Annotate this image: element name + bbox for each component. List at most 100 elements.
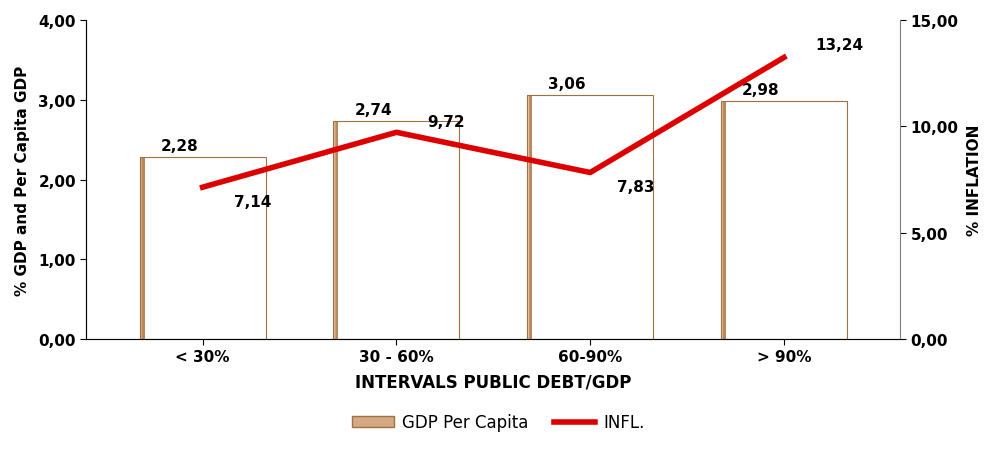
Bar: [722, 102, 724, 339]
Bar: [721, 102, 724, 339]
Y-axis label: % GDP and Per Capita GDP: % GDP and Per Capita GDP: [15, 65, 30, 295]
Bar: [334, 121, 337, 339]
Bar: [529, 96, 531, 339]
Bar: [721, 102, 724, 339]
Text: 7,14: 7,14: [233, 194, 271, 209]
Bar: [143, 158, 145, 339]
Bar: [334, 121, 336, 339]
Bar: [722, 102, 725, 339]
Bar: [334, 121, 337, 339]
Bar: [336, 121, 338, 339]
Bar: [140, 158, 143, 339]
Text: 2,74: 2,74: [354, 102, 392, 117]
Bar: [723, 102, 725, 339]
Bar: [723, 102, 726, 339]
Bar: [723, 102, 726, 339]
Bar: [721, 102, 724, 339]
Bar: [527, 96, 530, 339]
Bar: [334, 121, 337, 339]
Bar: [334, 121, 337, 339]
Bar: [336, 121, 338, 339]
Text: 9,72: 9,72: [428, 115, 465, 130]
Bar: [527, 96, 530, 339]
Bar: [142, 158, 144, 339]
Bar: [723, 102, 726, 339]
Bar: [336, 121, 338, 339]
Bar: [143, 158, 145, 339]
Bar: [140, 158, 143, 339]
Bar: [528, 96, 531, 339]
Bar: [140, 158, 265, 339]
Bar: [722, 102, 724, 339]
Bar: [333, 121, 336, 339]
Bar: [335, 121, 338, 339]
Bar: [723, 102, 726, 339]
Bar: [721, 102, 724, 339]
Legend: GDP Per Capita, INFL.: GDP Per Capita, INFL.: [345, 407, 652, 438]
Bar: [723, 102, 726, 339]
Bar: [336, 121, 338, 339]
Bar: [722, 102, 724, 339]
Bar: [527, 96, 530, 339]
Bar: [334, 121, 336, 339]
Bar: [141, 158, 143, 339]
Bar: [142, 158, 145, 339]
Bar: [528, 96, 530, 339]
Bar: [527, 96, 530, 339]
Bar: [722, 102, 725, 339]
Bar: [335, 121, 337, 339]
Bar: [527, 96, 529, 339]
Bar: [142, 158, 144, 339]
Bar: [335, 121, 338, 339]
Bar: [141, 158, 144, 339]
Bar: [141, 158, 144, 339]
Bar: [141, 158, 144, 339]
Bar: [335, 121, 337, 339]
Bar: [529, 96, 531, 339]
Bar: [722, 102, 725, 339]
Bar: [528, 96, 531, 339]
Bar: [723, 102, 726, 339]
Bar: [141, 158, 144, 339]
Bar: [529, 96, 531, 339]
Bar: [336, 121, 338, 339]
Bar: [723, 102, 726, 339]
Bar: [528, 96, 531, 339]
Bar: [140, 158, 143, 339]
Bar: [140, 158, 143, 339]
Bar: [722, 102, 725, 339]
Bar: [529, 96, 532, 339]
Bar: [141, 158, 143, 339]
Bar: [721, 102, 724, 339]
Bar: [334, 121, 337, 339]
Bar: [142, 158, 145, 339]
Bar: [141, 158, 144, 339]
Bar: [723, 102, 726, 339]
Bar: [722, 102, 724, 339]
Bar: [528, 96, 530, 339]
Bar: [529, 96, 532, 339]
Bar: [723, 102, 726, 339]
Bar: [140, 158, 143, 339]
Bar: [141, 158, 143, 339]
Bar: [528, 96, 531, 339]
Bar: [721, 102, 847, 339]
Bar: [528, 96, 531, 339]
Bar: [141, 158, 144, 339]
Bar: [724, 102, 726, 339]
Bar: [528, 96, 530, 339]
Bar: [141, 158, 143, 339]
Bar: [335, 121, 338, 339]
Bar: [722, 102, 725, 339]
Bar: [527, 96, 529, 339]
Bar: [141, 158, 144, 339]
Bar: [335, 121, 338, 339]
Bar: [334, 121, 336, 339]
Bar: [141, 158, 143, 339]
Bar: [334, 121, 336, 339]
Bar: [527, 96, 530, 339]
Bar: [334, 121, 336, 339]
Bar: [527, 96, 529, 339]
Bar: [721, 102, 724, 339]
Bar: [335, 121, 337, 339]
